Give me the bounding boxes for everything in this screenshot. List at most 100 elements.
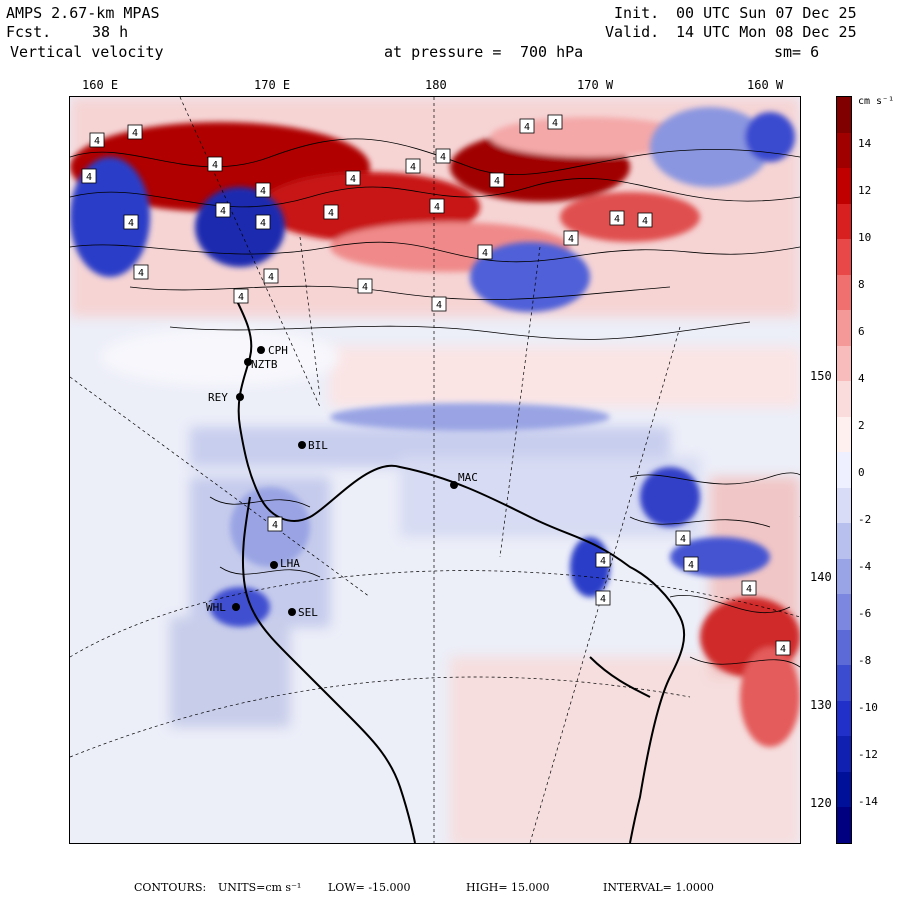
- colorbar-tick-label: 8: [858, 278, 865, 291]
- extremum-box: [683, 556, 699, 572]
- extremum-box: [637, 212, 653, 228]
- extremum-box: [595, 552, 611, 568]
- forecast-label: Fcst.: [6, 23, 52, 41]
- colorbar-segment: [837, 310, 851, 346]
- valid-time: 14 UTC Mon 08 Dec 25: [676, 23, 857, 41]
- colorbar-tick-label: 2: [858, 419, 865, 432]
- station-rey: REY: [208, 391, 228, 404]
- extremum-box: [563, 230, 579, 246]
- extremum-box: [123, 214, 139, 230]
- colorbar-tick-label: 10: [858, 231, 872, 244]
- colorbar-tick-label: 0: [858, 466, 865, 479]
- extremum-label: 4: [482, 248, 488, 259]
- forecast-hours: 38 h: [92, 23, 129, 41]
- extremum-box: [595, 590, 611, 606]
- colorbar-tick-label: -12: [858, 748, 878, 761]
- extremum-box: [89, 132, 105, 148]
- extremum-box: [547, 114, 563, 130]
- extremum-box: [345, 170, 361, 186]
- colorbar-tick-label: -14: [858, 795, 878, 808]
- extremum-label: 4: [350, 174, 356, 185]
- colorbar-tick-label: -2: [858, 513, 872, 526]
- coastline: [234, 296, 686, 843]
- colorbar-segment: [837, 629, 851, 666]
- lon-label-170w: 170 W: [577, 78, 614, 92]
- contour-lines: [70, 138, 800, 668]
- colorbar-segment: [837, 736, 851, 772]
- extremum-box: [519, 118, 535, 134]
- model-title: AMPS 2.67-km MPAS: [6, 4, 160, 22]
- extremum-box: [741, 580, 757, 596]
- footer-contours-label: CONTOURS:: [134, 881, 207, 894]
- pressure-label: at pressure =: [384, 43, 502, 61]
- colorbar-segment: [837, 700, 851, 737]
- extremum-box: [233, 288, 249, 304]
- colorbar-segment: [837, 594, 851, 630]
- extremum-box: [215, 202, 231, 218]
- extremum-label: 4: [614, 214, 620, 225]
- extremum-label: 4: [260, 218, 266, 229]
- map-canvas: 4 4 4 4 4 4 4 4 4 4 4 4 4 4 4 4 4 4 4 4 4 4 4 4 4 4 4 4 4 4 4 4 CPH NZT…: [70, 97, 800, 843]
- station-dot-sel: [288, 608, 296, 616]
- extremum-label: 4: [212, 160, 218, 171]
- station-sel: SEL: [298, 606, 318, 619]
- station-dot-cph: [257, 346, 265, 354]
- pressure-value: 700 hPa: [520, 43, 584, 61]
- extremum-label: 4: [268, 272, 274, 283]
- extremum-box: [429, 198, 445, 214]
- init-label: Init.: [614, 4, 660, 22]
- extremum-box: [435, 148, 451, 164]
- colorbar-segment: [837, 523, 851, 559]
- lon-label-180: 180: [425, 78, 447, 92]
- colorbar-segment: [837, 274, 851, 311]
- extremum-box: [267, 516, 283, 532]
- extremum-label: 4: [568, 234, 574, 245]
- extremum-label: 4: [362, 282, 368, 293]
- extremum-label: 4: [494, 176, 500, 187]
- extremum-label: 4: [138, 268, 144, 279]
- station-dot-nztb: [244, 358, 252, 366]
- extremum-box: [207, 156, 223, 172]
- footer-units: UNITS=cm s⁻¹: [218, 881, 302, 894]
- footer-interval: INTERVAL= 1.0000: [603, 881, 714, 894]
- extremum-label: 4: [688, 560, 694, 571]
- colorbar-segment: [837, 97, 851, 133]
- smoothing-label: sm= 6: [774, 43, 820, 61]
- extremum-label: 4: [642, 216, 648, 227]
- station-dot-bil: [298, 441, 306, 449]
- extremum-label: 4: [260, 186, 266, 197]
- extremum-box: [255, 182, 271, 198]
- extrema-markers: 4 4 4 4 4 4 4 4 4 4 4 4 4 4 4 4 4 4 4 4 4 4 4 4 4 4 4 4 4 4 4 4: [81, 114, 791, 656]
- extremum-label: 4: [552, 118, 558, 129]
- station-dot-lha: [270, 561, 278, 569]
- colorbar-tick-label: -4: [858, 560, 872, 573]
- extremum-box: [489, 172, 505, 188]
- extremum-label: 4: [680, 534, 686, 545]
- extremum-label: 4: [94, 136, 100, 147]
- colorbar-units: cm s⁻¹: [858, 96, 895, 107]
- colorbar-segment: [837, 452, 851, 488]
- extremum-box: [81, 168, 97, 184]
- lon-label-170e: 170 E: [254, 78, 291, 92]
- extremum-label: 4: [238, 292, 244, 303]
- extremum-label: 4: [780, 644, 786, 655]
- colorbar-tick-label: 12: [858, 184, 872, 197]
- station-cph: CPH: [268, 344, 288, 357]
- footer-high: HIGH= 15.000: [466, 881, 550, 894]
- colorbar-segment: [837, 168, 851, 204]
- extremum-label: 4: [434, 202, 440, 213]
- colorbar-segment: [837, 416, 851, 453]
- extremum-label: 4: [86, 172, 92, 183]
- footer-low: LOW= -15.000: [328, 881, 411, 894]
- station-dot-mac: [450, 481, 458, 489]
- colorbar-segment: [837, 203, 851, 240]
- extremum-label: 4: [272, 520, 278, 531]
- colorbar-segment: [837, 381, 851, 417]
- extremum-label: 4: [128, 218, 134, 229]
- extremum-label: 4: [220, 206, 226, 217]
- lon-label-160e: 160 E: [82, 78, 119, 92]
- extremum-box: [127, 124, 143, 140]
- extremum-label: 4: [440, 152, 446, 163]
- colorbar-tick-label: 4: [858, 372, 865, 385]
- colorbar-tick-label: -10: [858, 701, 878, 714]
